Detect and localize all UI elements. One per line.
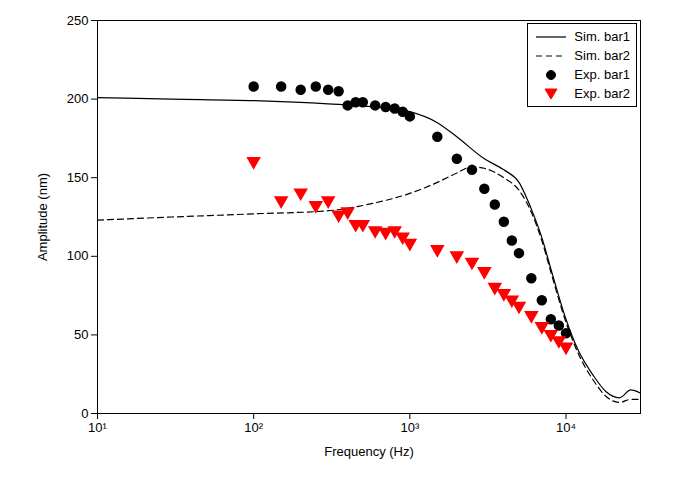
html-text:Sim. bar2: Sim. bar2 bbox=[574, 48, 630, 63]
svg-text:50: 50 bbox=[74, 327, 88, 342]
html-text:Sim. bar1: Sim. bar1 bbox=[574, 29, 630, 44]
svg-text:10⁴: 10⁴ bbox=[556, 420, 576, 435]
svg-text:10²: 10² bbox=[244, 420, 263, 435]
svg-text:250: 250 bbox=[67, 13, 89, 28]
html-text:Exp. bar2: Exp. bar2 bbox=[574, 86, 630, 101]
svg-text:150: 150 bbox=[67, 170, 89, 185]
svg-text:Frequency (Hz): Frequency (Hz) bbox=[324, 444, 414, 459]
svg-text:10³: 10³ bbox=[400, 420, 419, 435]
svg-text:100: 100 bbox=[67, 248, 89, 263]
svg-text:0: 0 bbox=[81, 406, 88, 421]
svg-text:10¹: 10¹ bbox=[88, 420, 107, 435]
svg-text:Amplitude (nm): Amplitude (nm) bbox=[35, 173, 50, 261]
svg-text:200: 200 bbox=[67, 91, 89, 106]
html-text:Exp. bar1: Exp. bar1 bbox=[574, 67, 630, 82]
